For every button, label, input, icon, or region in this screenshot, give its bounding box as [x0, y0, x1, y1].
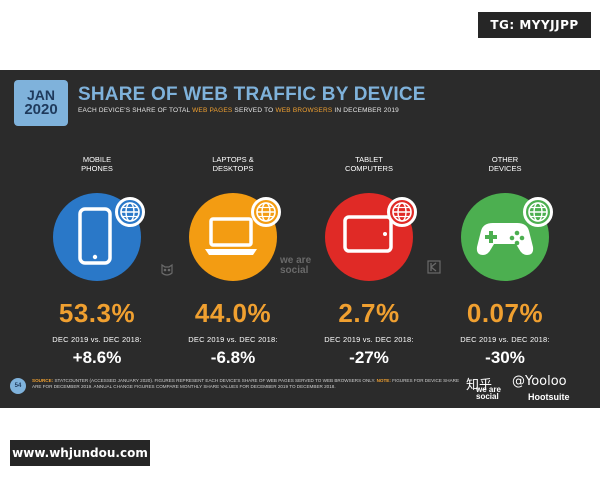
watermark-bottom: www.whjundou.com [10, 440, 150, 466]
device-change-value: +8.6% [72, 348, 122, 367]
device-change-value: -27% [349, 348, 389, 367]
footnote: SOURCE: STATCOUNTER (ACCESSED JANUARY 20… [32, 378, 460, 390]
device-share-value: 44.0% [194, 298, 272, 328]
owl-logo-icon [161, 263, 173, 276]
slide: JAN 2020 SHARE OF WEB TRAFFIC BY DEVICE … [0, 70, 600, 408]
device-label: LAPTOPS & DESKTOPS [212, 155, 254, 174]
device-label: TABLET COMPUTERS [345, 155, 393, 174]
zhihu-watermark: 知乎 [466, 378, 493, 393]
tablet-icon [343, 215, 393, 253]
comparison-label: DEC 2019 vs. DEC 2018: [324, 335, 414, 344]
we-are-social-logo: we are social [280, 255, 312, 276]
globe-icon [251, 197, 281, 227]
slide-subtitle: EACH DEVICE'S SHARE OF TOTAL WEB PAGES S… [78, 107, 399, 114]
device-share-value: 2.7% [338, 298, 400, 328]
comparison-label: DEC 2019 vs. DEC 2018: [460, 335, 550, 344]
yooloo-watermark: @Yooloo [512, 374, 567, 389]
hootsuite-logo: Hootsuite [528, 392, 570, 402]
gamepad-icon [476, 223, 534, 255]
device-change-value: -30% [485, 348, 525, 367]
device-share-value: 53.3% [58, 298, 136, 328]
device-column-tablets: TABLET COMPUTERS 2.7% DEC 2019 vs. DEC 2… [309, 155, 429, 368]
slide-title: SHARE OF WEB TRAFFIC BY DEVICE [78, 84, 426, 105]
date-year: 2020 [24, 101, 58, 119]
comparison-label: DEC 2019 vs. DEC 2018: [188, 335, 278, 344]
device-change-value: -6.8% [210, 348, 256, 367]
date-month: JAN [26, 86, 55, 103]
device-circle [461, 193, 553, 281]
device-column-laptops: LAPTOPS & DESKTOPS 44.0% DEC 2019 vs. DE… [173, 155, 293, 368]
device-circle [189, 193, 281, 281]
device-circle [53, 193, 145, 281]
globe-icon [387, 197, 417, 227]
we-are-social-footer-logo: we are social [476, 385, 501, 402]
device-column-other: OTHER DEVICES 0.07% DEC 2019 vs. DEC 201… [445, 155, 565, 368]
comparison-label: DEC 2019 vs. DEC 2018: [52, 335, 142, 344]
globe-icon [115, 197, 145, 227]
watermark-top: TG: MYYJJPP [478, 12, 591, 38]
laptop-icon [205, 217, 257, 255]
device-label: MOBILE PHONES [81, 155, 113, 174]
smartphone-icon [78, 207, 112, 265]
device-label: OTHER DEVICES [488, 155, 522, 174]
globe-icon [523, 197, 553, 227]
page-number: 54 [10, 378, 26, 394]
kepios-logo-icon [427, 260, 441, 274]
device-circle [325, 193, 417, 281]
device-share-value: 0.07% [466, 298, 544, 328]
date-badge: JAN 2020 [14, 80, 68, 126]
device-column-mobile: MOBILE PHONES 53.3% DEC 2019 vs. DEC 201… [37, 155, 157, 368]
